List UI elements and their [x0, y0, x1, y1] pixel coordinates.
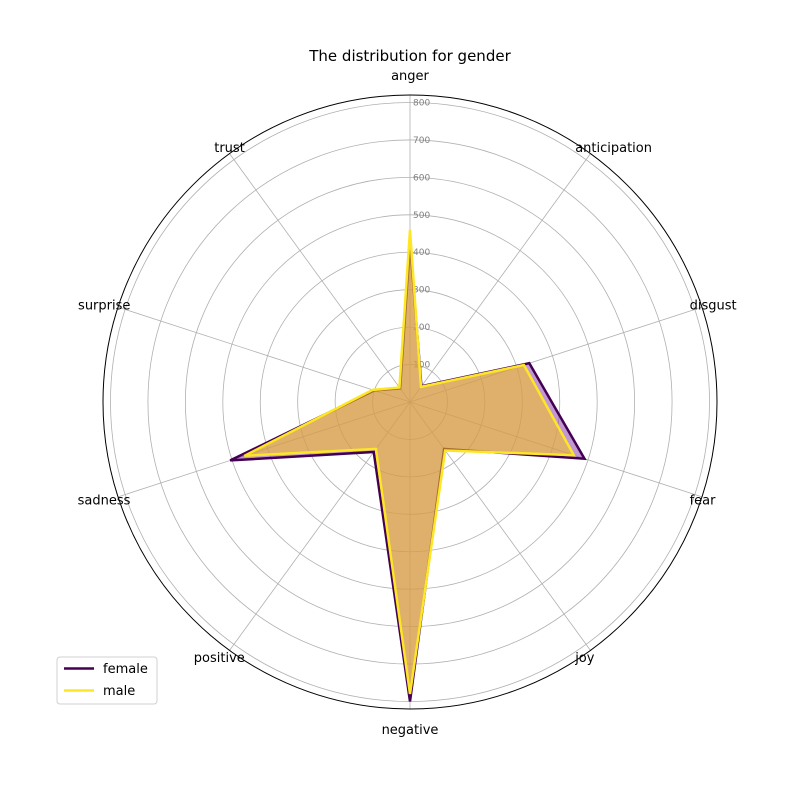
r-tick-label: 700 — [413, 136, 430, 146]
spoke-trust — [229, 153, 411, 403]
category-label-negative: negative — [382, 723, 439, 738]
category-label-anticipation: anticipation — [575, 141, 652, 156]
r-tick-label: 800 — [413, 98, 430, 108]
category-labels: anger anticipation disgust fear joy negative p… — [78, 69, 737, 738]
category-label-fear: fear — [690, 493, 717, 508]
r-tick-label: 500 — [413, 211, 430, 221]
category-label-joy: joy — [574, 651, 595, 666]
category-label-positive: positive — [194, 651, 245, 666]
spoke-anticipation — [409, 153, 591, 403]
r-tick-label: 200 — [413, 323, 430, 333]
category-label-sadness: sadness — [78, 493, 131, 508]
legend-label-female: female — [103, 662, 148, 677]
series-line-male — [243, 229, 576, 695]
series-fill-male — [244, 229, 574, 695]
category-label-anger: anger — [391, 69, 429, 84]
legend: female male — [56, 656, 158, 705]
category-label-surprise: surprise — [78, 299, 130, 314]
r-tick-label: 100 — [413, 361, 430, 371]
chart-title: The distribution for gender — [308, 47, 511, 65]
r-tick-label: 400 — [413, 248, 430, 258]
spoke-surprise — [117, 306, 411, 403]
series-area — [229, 229, 587, 702]
r-tick-label: 300 — [413, 286, 430, 296]
category-label-disgust: disgust — [690, 299, 737, 314]
legend-label-male: male — [103, 684, 135, 699]
r-tick-label: 600 — [413, 173, 430, 183]
category-label-trust: trust — [214, 141, 245, 156]
polar-frame — [102, 94, 718, 710]
